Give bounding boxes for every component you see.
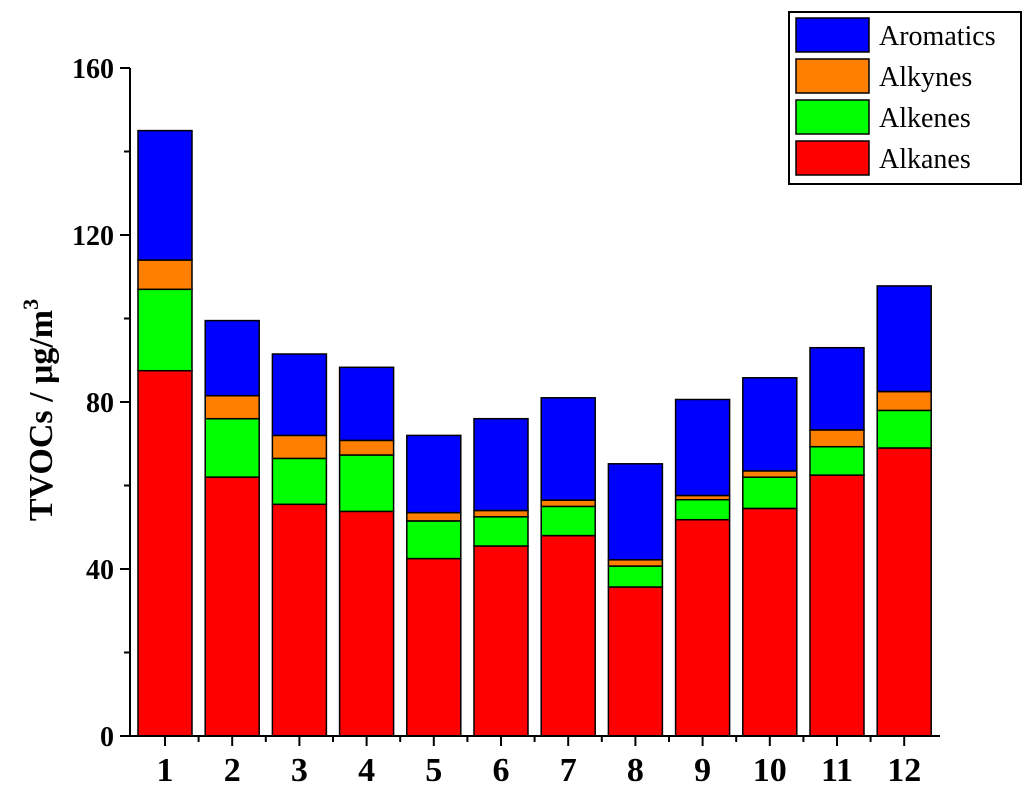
- legend-label-alkynes: Alkynes: [879, 62, 972, 93]
- bar-aromatics-5: [406, 434, 462, 514]
- bar-alkanes-3: [271, 503, 328, 737]
- y-ticks-group: 0 40 80 120 160: [72, 54, 130, 753]
- bar-alkanes-11: [809, 474, 865, 737]
- x-tick-label-2: 2: [224, 752, 241, 789]
- bar-alkanes-2: [204, 476, 260, 737]
- bar-alkynes-8: [607, 559, 664, 567]
- y-axis-label-superscript: 3: [18, 299, 43, 310]
- bar-alkanes-7: [540, 534, 596, 737]
- x-tick-label-5: 5: [425, 752, 442, 789]
- legend-label-alkenes: Alkenes: [879, 103, 971, 134]
- legend: Aromatics Alkynes Alkenes Alkanes: [788, 11, 1022, 185]
- bar-aromatics-8: [607, 463, 664, 561]
- x-tick-label-8: 8: [627, 752, 644, 789]
- x-ticks-group: 1 2 3 4 5 6 7 8 9 10 11 12: [157, 736, 921, 789]
- bar-alkanes-8: [607, 586, 664, 737]
- bar-alkenes-2: [204, 417, 260, 478]
- bar-aromatics-4: [338, 366, 395, 442]
- bar-alkenes-5: [406, 520, 462, 560]
- bar-alkynes-4: [338, 439, 395, 456]
- bar-aromatics-11: [809, 346, 865, 431]
- x-tick-label-6: 6: [493, 752, 510, 789]
- bar-alkynes-7: [540, 499, 596, 508]
- bar-aromatics-2: [204, 319, 260, 397]
- bar-alkynes-11: [809, 429, 865, 448]
- bar-aromatics-9: [674, 398, 731, 497]
- legend-swatch-alkenes: [795, 99, 870, 135]
- bar-alkenes-12: [876, 409, 932, 449]
- y-tick-label-40: 40: [86, 555, 114, 586]
- bar-alkynes-1: [137, 259, 193, 291]
- x-tick-label-11: 11: [821, 752, 853, 789]
- x-tick-label-9: 9: [694, 752, 711, 789]
- bar-alkenes-3: [271, 457, 328, 506]
- legend-swatch-alkanes: [795, 140, 870, 176]
- x-tick-label-4: 4: [358, 752, 375, 789]
- bars-group: [137, 129, 932, 737]
- bar-aromatics-7: [540, 397, 596, 501]
- bar-aromatics-3: [271, 353, 328, 437]
- bar-alkanes-4: [338, 510, 395, 737]
- bar-aromatics-12: [876, 285, 932, 393]
- bar-aromatics-1: [137, 129, 193, 261]
- y-tick-label-80: 80: [86, 388, 114, 419]
- bar-alkynes-6: [473, 509, 529, 518]
- bar-alkynes-3: [271, 434, 328, 460]
- y-tick-label-160: 160: [72, 54, 114, 85]
- bar-alkenes-1: [137, 288, 193, 372]
- legend-label-alkanes: Alkanes: [879, 144, 971, 175]
- bar-alkenes-6: [473, 516, 529, 547]
- bar-alkanes-1: [137, 369, 193, 737]
- bar-alkenes-10: [742, 476, 798, 510]
- y-tick-label-120: 120: [72, 221, 114, 252]
- bar-alkanes-6: [473, 545, 529, 737]
- bar-alkenes-9: [674, 498, 731, 521]
- bar-alkanes-5: [406, 557, 462, 737]
- x-tick-label-1: 1: [157, 752, 174, 789]
- x-tick-label-7: 7: [560, 752, 577, 789]
- bar-alkenes-4: [338, 454, 395, 513]
- bar-alkanes-9: [674, 518, 731, 737]
- y-axis-label: TVOCs / μg/m3: [18, 299, 60, 521]
- bar-aromatics-10: [742, 377, 798, 472]
- bar-alkenes-11: [809, 445, 865, 476]
- bar-alkynes-2: [204, 394, 260, 420]
- x-tick-label-10: 10: [753, 752, 787, 789]
- bar-alkenes-8: [607, 565, 664, 588]
- bar-alkynes-5: [406, 511, 462, 522]
- legend-label-aromatics: Aromatics: [879, 21, 996, 52]
- bar-alkanes-10: [742, 507, 798, 737]
- x-tick-label-12: 12: [887, 752, 921, 789]
- legend-swatch-aromatics: [795, 17, 870, 53]
- y-axis-label-text: TVOCs / μg/m: [23, 310, 60, 521]
- bar-aromatics-6: [473, 417, 529, 512]
- bar-alkynes-10: [742, 470, 798, 478]
- x-tick-label-3: 3: [291, 752, 308, 789]
- bar-alkenes-7: [540, 505, 596, 537]
- y-tick-label-0: 0: [100, 722, 114, 753]
- legend-swatch-alkynes: [795, 58, 870, 94]
- bar-alkanes-12: [876, 447, 932, 737]
- bar-alkynes-12: [876, 390, 932, 412]
